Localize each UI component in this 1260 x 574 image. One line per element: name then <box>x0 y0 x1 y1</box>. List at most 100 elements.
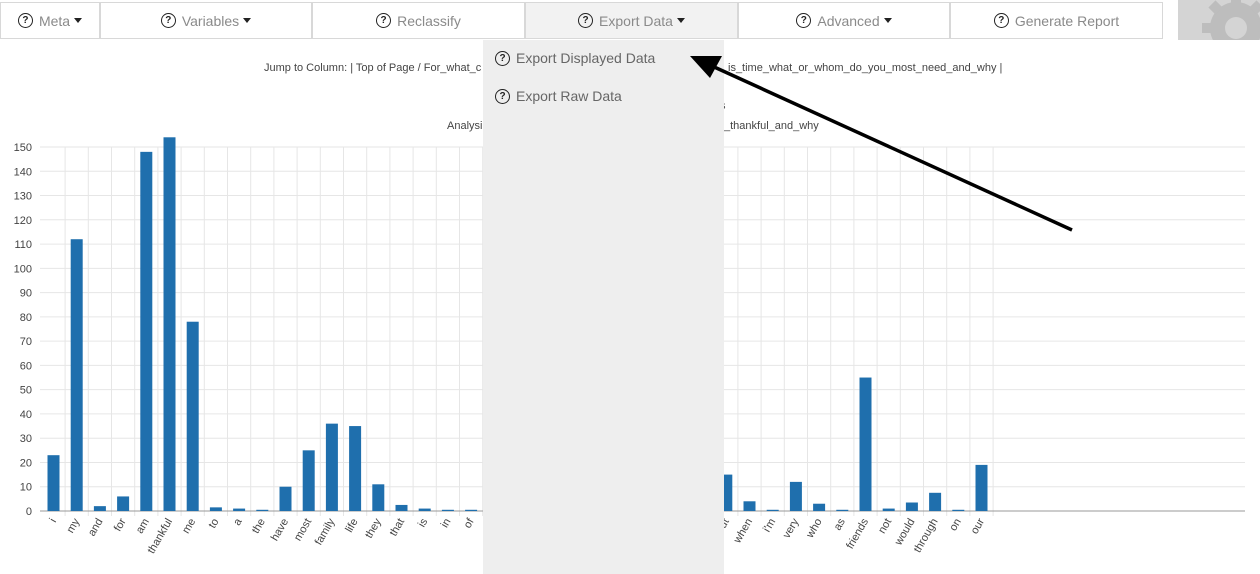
caret-down-icon <box>676 18 685 23</box>
x-tick-label: that <box>388 517 408 539</box>
caret-down-icon <box>74 18 83 23</box>
bar-on <box>952 509 965 511</box>
menu-item-label: Export Raw Data <box>516 88 622 104</box>
y-tick-label: 0 <box>26 506 32 518</box>
menu-item-export-displayed-data[interactable]: ? Export Displayed Data <box>495 50 655 66</box>
bar-would <box>905 502 918 511</box>
caret-down-icon <box>243 18 252 23</box>
help-circle-icon: ? <box>495 50 510 66</box>
menu-item-export-raw-data[interactable]: ? Export Raw Data <box>495 88 622 104</box>
x-tick-label: in <box>439 517 454 530</box>
bar-and <box>93 506 106 511</box>
tab-advanced[interactable]: ? Advanced <box>738 2 950 39</box>
bar-most <box>302 450 315 511</box>
caret-down-icon <box>883 18 892 23</box>
bar-i <box>47 455 60 511</box>
tab-export-data[interactable]: ? Export Data <box>525 2 738 39</box>
bar-in <box>441 509 454 511</box>
tab-variables[interactable]: ? Variables <box>100 2 312 39</box>
y-tick-label: 40 <box>20 409 32 421</box>
y-tick-label: 130 <box>14 191 32 203</box>
bar-for <box>117 496 130 511</box>
x-tick-label: and <box>86 517 106 539</box>
y-tick-label: 150 <box>14 142 32 154</box>
y-tick-label: 10 <box>20 482 32 494</box>
help-circle-icon: ? <box>993 13 1009 28</box>
menu-item-label: Export Displayed Data <box>516 50 656 66</box>
tab-label: Export Data <box>599 12 673 29</box>
settings-gear-button[interactable] <box>1178 0 1260 40</box>
x-tick-label: have <box>269 517 291 544</box>
bar-me <box>186 321 199 511</box>
y-tick-label: 80 <box>20 312 32 324</box>
x-tick-label: on <box>947 517 964 534</box>
tab-label: Variables <box>181 12 240 29</box>
x-tick-label: they <box>363 516 384 540</box>
tab-label: Advanced <box>817 12 880 29</box>
tab-label: Generate Report <box>1014 12 1120 29</box>
bar-not <box>882 508 895 511</box>
x-tick-label: a <box>231 516 245 528</box>
tab-label: Reclassify <box>397 12 461 29</box>
x-tick-label: the <box>250 517 268 536</box>
x-tick-label: my <box>65 516 83 535</box>
x-tick-label: family <box>313 516 338 547</box>
x-tick-label: i'm <box>761 517 778 535</box>
x-tick-label: for <box>112 516 129 533</box>
y-tick-label: 140 <box>14 166 32 178</box>
x-tick-label: not <box>876 517 894 536</box>
help-circle-icon: ? <box>160 13 176 28</box>
bar-thankful <box>163 137 176 511</box>
bar-very <box>789 481 802 511</box>
y-tick-label: 30 <box>20 433 32 445</box>
bar-friends <box>859 377 872 511</box>
y-tick-label: 20 <box>20 457 32 469</box>
bar-a <box>233 508 246 511</box>
help-circle-icon: ? <box>17 13 33 28</box>
bar-of <box>465 509 478 511</box>
x-tick-label: am <box>134 517 152 536</box>
y-tick-label: 50 <box>20 385 32 397</box>
x-tick-label: very <box>781 516 802 540</box>
y-axis: 0 10 20 30 40 50 60 70 80 90 100 110 120 130 140 150 <box>14 142 32 518</box>
jump-to-column-left: Jump to Column: | Top of Page / For_what… <box>264 62 482 74</box>
x-tick-label: friends <box>844 516 871 551</box>
bar-through <box>929 492 942 511</box>
bar-am <box>140 151 153 511</box>
x-tick-label: is <box>416 516 431 529</box>
bar-is <box>418 508 431 511</box>
x-tick-label: most <box>292 517 314 544</box>
x-tick-label: when <box>731 517 755 547</box>
chart-title-left: Analysi <box>447 120 483 132</box>
bar-as <box>836 509 849 511</box>
help-circle-icon: ? <box>796 13 812 28</box>
tab-reclassify[interactable]: ? Reclassify <box>312 2 525 39</box>
bar-that <box>395 504 408 511</box>
x-tick-label: life <box>343 517 360 535</box>
y-tick-label: 120 <box>14 215 32 227</box>
bar-to <box>209 507 222 511</box>
tab-generate-report[interactable]: ? Generate Report <box>950 2 1163 39</box>
bar-life <box>349 426 362 511</box>
bar-they <box>372 484 385 511</box>
x-tick-label: who <box>804 517 825 541</box>
tab-label: Meta <box>38 12 71 29</box>
x-tick-label: our <box>969 516 988 536</box>
bar-have <box>279 486 292 511</box>
top-menu-bar: ? Meta ? Variables ? Reclassify ? Export… <box>0 0 1260 40</box>
bar-my <box>70 239 83 512</box>
help-circle-icon: ? <box>495 88 510 104</box>
x-tick-label: i <box>47 517 59 525</box>
bar-our <box>975 464 988 511</box>
export-data-dropdown: ? Export Displayed Data ? Export Raw Dat… <box>483 40 724 574</box>
y-tick-label: 110 <box>14 239 32 251</box>
tab-meta[interactable]: ? Meta <box>0 2 100 39</box>
x-tick-label: me <box>180 517 198 536</box>
bar-the <box>256 509 269 511</box>
bar-family <box>325 423 338 511</box>
bar-when <box>743 501 756 511</box>
y-tick-label: 60 <box>20 360 32 372</box>
help-circle-icon: ? <box>376 13 392 28</box>
bar-i'm <box>766 509 779 511</box>
bar-who <box>813 503 826 511</box>
